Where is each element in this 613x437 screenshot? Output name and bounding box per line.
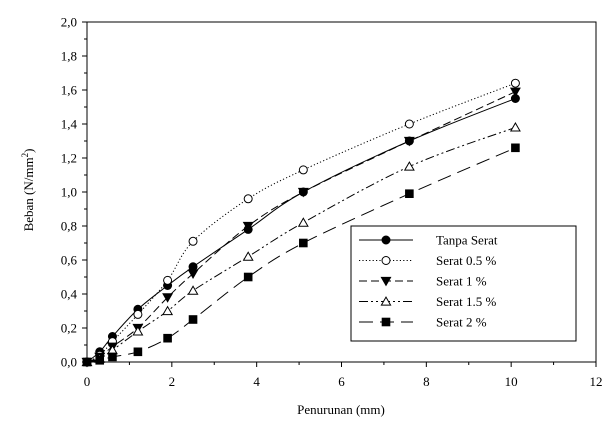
y-tick-label: 2,0 <box>61 15 77 30</box>
tick-marks: 0 2 4 6 8 10 12 0,0 0,2 0,4 0,6 0,8 1,0 1,2 1,4 1,6 1,8 2… <box>61 15 603 390</box>
x-tick-label: 2 <box>169 374 176 389</box>
data-point-open-triangle-up <box>162 305 174 316</box>
data-point-filled-triangle-down <box>187 269 199 280</box>
data-point-open-triangle-up <box>403 161 415 171</box>
data-point-open-circle <box>298 165 308 175</box>
data-point-open-triangle-up <box>242 251 254 261</box>
x-tick-label: 12 <box>590 374 603 389</box>
data-point-filled-triangle-down <box>509 87 521 98</box>
data-point-open-circle <box>510 78 520 88</box>
legend: Tanpa Serat Serat 0.5 % Serat 1 % Serat 1.5… <box>350 225 577 342</box>
data-point-filled-triangle-down <box>297 187 309 198</box>
legend-label: Tanpa Serat <box>436 233 498 248</box>
data-point-filled-square <box>381 317 391 327</box>
data-point-open-circle <box>381 256 391 265</box>
data-point-filled-square <box>188 315 198 324</box>
legend-label: Serat 0.5 % <box>436 253 496 268</box>
y-tick-label: 0,6 <box>61 253 78 268</box>
y-tick-label: 1,6 <box>61 83 78 98</box>
data-point-open-circle <box>163 275 173 285</box>
y-axis-title-tail: ) <box>21 149 36 153</box>
data-point-open-circle <box>404 119 414 129</box>
data-point-filled-triangle-down <box>162 293 174 303</box>
series-serat-2 <box>82 143 520 367</box>
y-axis-title-sup: 2 <box>20 153 30 158</box>
data-point-open-triangle-up <box>297 217 309 227</box>
data-point-open-circle <box>243 194 253 204</box>
data-point-filled-square <box>133 347 143 357</box>
data-point-open-circle <box>188 236 198 246</box>
data-point-filled-square <box>163 333 172 343</box>
y-tick-label: 0,8 <box>61 219 77 234</box>
data-point-filled-square <box>95 356 105 365</box>
data-point-filled-square <box>243 272 253 282</box>
series-group <box>81 78 521 368</box>
y-tick-label: 1,2 <box>61 151 77 166</box>
y-tick-label: 0,0 <box>61 355 77 370</box>
data-point-filled-square <box>299 238 308 248</box>
data-point-filled-triangle-down <box>380 276 392 287</box>
y-tick-label: 1,4 <box>61 117 78 132</box>
legend-item: Tanpa Serat <box>359 233 498 248</box>
x-tick-label: 8 <box>423 374 430 389</box>
data-point-filled-square <box>405 189 414 198</box>
y-tick-label: 1,8 <box>61 49 77 64</box>
data-point-filled-circle <box>381 235 391 245</box>
data-point-open-triangle-up <box>380 296 392 306</box>
data-point-filled-triangle-down <box>242 221 254 232</box>
x-axis-title: Penurunan (mm) <box>297 402 385 417</box>
x-tick-label: 0 <box>84 374 91 389</box>
legend-label: Serat 2 % <box>436 315 487 330</box>
data-point-filled-triangle-down <box>403 136 415 147</box>
legend-item: Serat 1.5 % <box>359 294 496 309</box>
y-tick-label: 0,2 <box>61 321 77 336</box>
data-point-filled-square <box>82 357 92 367</box>
legend-item: Serat 2 % <box>359 315 487 330</box>
data-point-open-triangle-up <box>509 121 521 132</box>
data-point-filled-square <box>108 352 117 362</box>
y-axis-title: Beban (N/mm2) <box>20 149 36 232</box>
x-tick-label: 6 <box>338 374 345 389</box>
y-tick-label: 0,4 <box>61 287 78 302</box>
y-axis-title-main: Beban (N/mm <box>21 157 36 231</box>
x-tick-label: 4 <box>253 374 260 389</box>
data-point-open-circle <box>133 309 143 319</box>
legend-item: Serat 1 % <box>359 274 487 289</box>
legend-label: Serat 1.5 % <box>436 294 496 309</box>
legend-item: Serat 0.5 % <box>359 253 496 268</box>
data-point-filled-square <box>511 143 520 153</box>
data-point-open-triangle-up <box>187 285 199 295</box>
y-tick-label: 1,0 <box>61 185 77 200</box>
x-tick-label: 10 <box>505 374 518 389</box>
data-point-open-triangle-up <box>132 325 144 336</box>
legend-label: Serat 1 % <box>436 274 487 289</box>
